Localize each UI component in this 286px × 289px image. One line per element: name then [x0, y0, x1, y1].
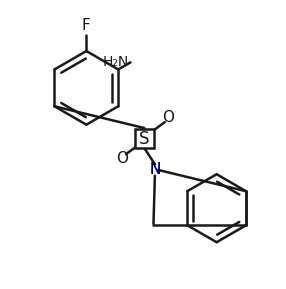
Text: O: O: [116, 151, 128, 166]
Text: N: N: [149, 162, 160, 177]
Text: F: F: [82, 18, 91, 34]
Bar: [135, 129, 154, 148]
Text: H₂N: H₂N: [102, 55, 128, 69]
Text: S: S: [139, 130, 150, 148]
Text: O: O: [162, 110, 174, 125]
Text: N: N: [149, 162, 160, 177]
